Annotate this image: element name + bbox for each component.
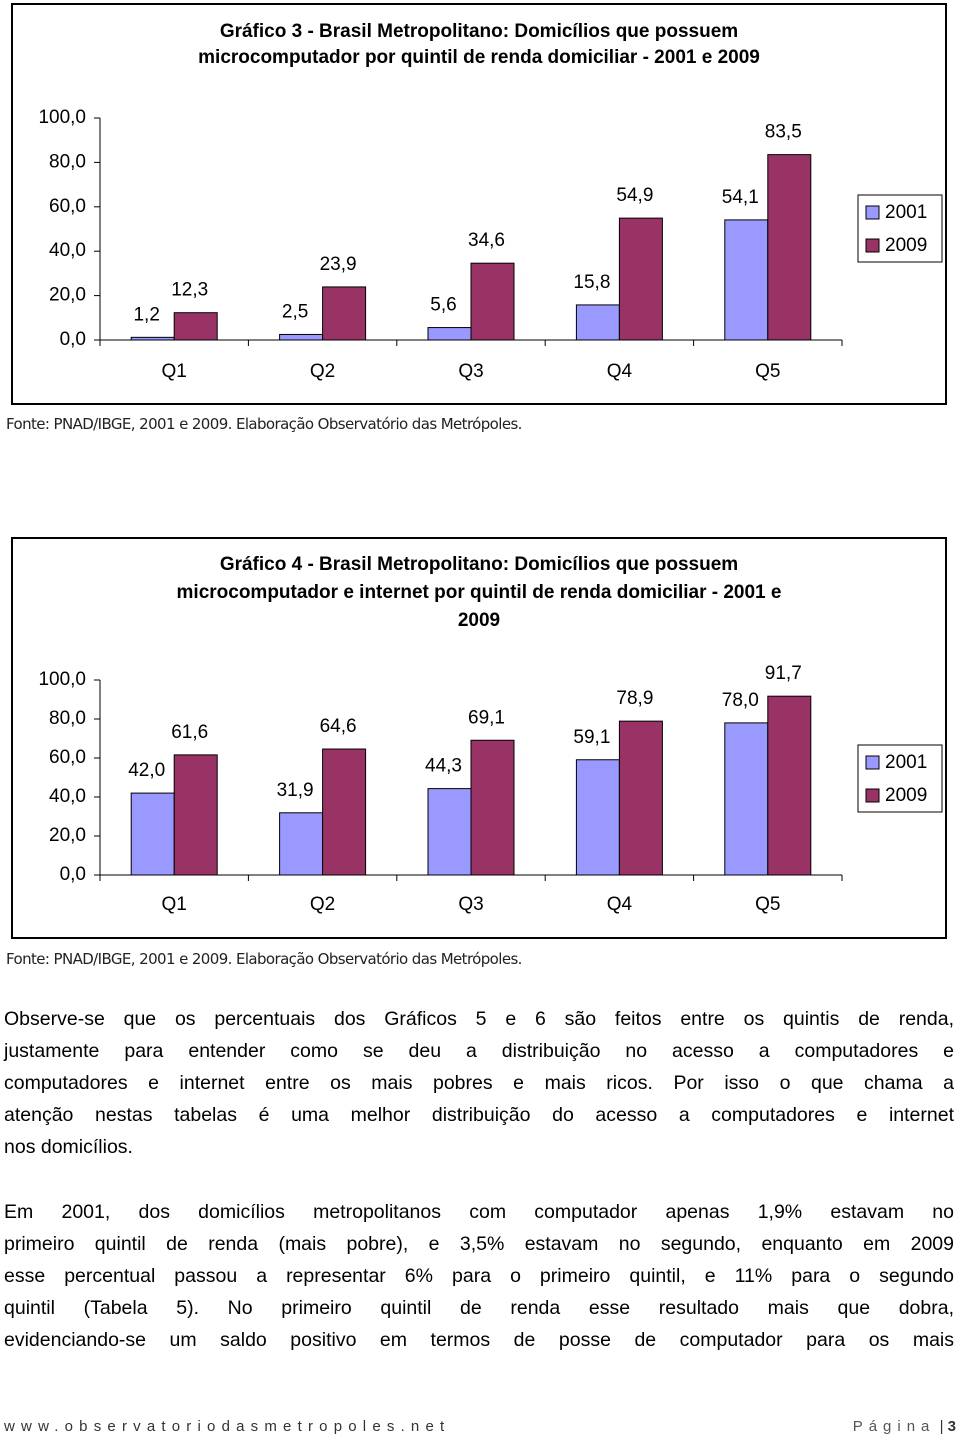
paragraph: Observe-se que os percentuais dos Gráfic… (4, 1003, 954, 1163)
value-label: 59,1 (573, 727, 610, 748)
value-label: 54,9 (616, 185, 653, 206)
bar (470, 262, 515, 341)
y-tick-label: 0,0 (60, 329, 86, 350)
value-label: 64,6 (320, 716, 357, 737)
separator: | (939, 1418, 944, 1435)
value-label: 15,8 (573, 272, 610, 293)
x-tick-label: Q1 (162, 361, 187, 382)
paragraph-line: computadores e internet entre os mais po… (4, 1072, 954, 1094)
bar (575, 759, 620, 876)
value-label: 61,6 (171, 722, 208, 743)
source-note: Fonte: PNAD/IBGE, 2001 e 2009. Elaboraçã… (6, 950, 522, 968)
y-tick-label: 60,0 (49, 196, 86, 217)
bar (427, 327, 472, 341)
paragraph-line: primeiro quintil de renda (mais pobre), … (4, 1233, 954, 1255)
chart-title: Gráfico 4 - Brasil Metropolitano: Domicí… (220, 554, 738, 575)
paragraph-line: atenção nestas tabelas é uma melhor dist… (4, 1104, 954, 1126)
chart: Gráfico 4 - Brasil Metropolitano: Domicí… (11, 537, 947, 939)
value-label: 78,0 (722, 690, 759, 711)
bar (724, 219, 769, 341)
chart-title: Gráfico 3 - Brasil Metropolitano: Domicí… (220, 21, 738, 42)
y-tick-label: 80,0 (49, 151, 86, 172)
legend-swatch (865, 238, 880, 253)
x-tick-label: Q1 (162, 894, 187, 915)
value-label: 42,0 (128, 760, 165, 781)
paragraph-line: justamente para entender como se deu a d… (4, 1040, 954, 1062)
y-tick-label: 40,0 (49, 240, 86, 261)
x-tick-label: Q4 (607, 361, 633, 382)
y-tick-label: 100,0 (38, 669, 86, 690)
bar (279, 333, 324, 341)
legend-label: 2009 (885, 235, 927, 256)
bar (767, 154, 812, 341)
y-tick-label: 0,0 (60, 864, 86, 885)
x-tick-label: Q2 (310, 894, 335, 915)
value-label: 69,1 (468, 707, 505, 728)
value-label: 12,3 (171, 280, 208, 301)
bar (427, 788, 472, 876)
value-label: 54,1 (722, 187, 759, 208)
value-label: 34,6 (468, 230, 505, 251)
y-tick-label: 40,0 (49, 786, 86, 807)
x-tick-label: Q5 (755, 361, 780, 382)
paragraph: Em 2001, dos domicílios metropolitanos c… (4, 1196, 954, 1356)
bar (322, 748, 367, 876)
x-tick-label: Q3 (458, 894, 483, 915)
y-tick-label: 80,0 (49, 708, 86, 729)
legend-swatch (865, 755, 880, 770)
x-tick-label: Q3 (458, 361, 483, 382)
chart-title: 2009 (458, 610, 500, 631)
bar (322, 286, 367, 341)
value-label: 23,9 (320, 254, 357, 275)
y-tick-label: 100,0 (38, 107, 86, 128)
y-tick-label: 20,0 (49, 285, 86, 306)
value-label: 5,6 (430, 295, 456, 316)
bar (618, 720, 663, 876)
chart: Gráfico 3 - Brasil Metropolitano: Domicí… (11, 3, 947, 405)
chart-title: microcomputador e internet por quintil d… (177, 582, 782, 603)
paragraph-line: evidenciando-se um saldo positivo em ter… (4, 1329, 954, 1351)
value-label: 2,5 (282, 301, 308, 322)
site-url: www.observatoriodasmetropoles.net (4, 1418, 451, 1435)
legend-label: 2001 (885, 752, 927, 773)
x-tick-label: Q4 (607, 894, 633, 915)
legend-label: 2001 (885, 202, 927, 223)
page-label: Página (852, 1418, 936, 1435)
bar (130, 792, 175, 876)
paragraph-line: Em 2001, dos domicílios metropolitanos c… (4, 1201, 954, 1223)
bar (724, 722, 769, 876)
x-tick-label: Q5 (755, 894, 780, 915)
bar (575, 304, 620, 341)
y-tick-label: 20,0 (49, 825, 86, 846)
value-label: 83,5 (765, 122, 802, 143)
bar (173, 754, 218, 876)
value-label: 1,2 (133, 304, 159, 325)
footer: www.observatoriodasmetropoles.net Página… (4, 1418, 956, 1442)
page-number-block: Página | 3 (853, 1418, 956, 1435)
y-tick-label: 60,0 (49, 747, 86, 768)
paragraph-line: quintil (Tabela 5). No primeiro quintil … (4, 1297, 954, 1319)
source-note: Fonte: PNAD/IBGE, 2001 e 2009. Elaboraçã… (6, 415, 522, 433)
paragraph-line: Observe-se que os percentuais dos Gráfic… (4, 1008, 954, 1030)
value-label: 31,9 (277, 780, 314, 801)
chart-title: microcomputador por quintil de renda dom… (198, 47, 760, 68)
legend-swatch (865, 788, 880, 803)
value-label: 78,9 (616, 688, 653, 709)
value-label: 44,3 (425, 756, 462, 777)
page-number: 3 (947, 1418, 956, 1435)
bar (470, 739, 515, 876)
bar (173, 312, 218, 341)
x-tick-label: Q2 (310, 361, 335, 382)
legend-swatch (865, 205, 880, 220)
bar (130, 336, 175, 341)
bar (767, 695, 812, 876)
bar (618, 217, 663, 341)
legend-label: 2009 (885, 785, 927, 806)
value-label: 91,7 (765, 663, 802, 684)
bar (279, 812, 324, 876)
paragraph-line: nos domicílios. (4, 1136, 133, 1158)
paragraph-line: esse percentual passou a representar 6% … (4, 1265, 954, 1287)
